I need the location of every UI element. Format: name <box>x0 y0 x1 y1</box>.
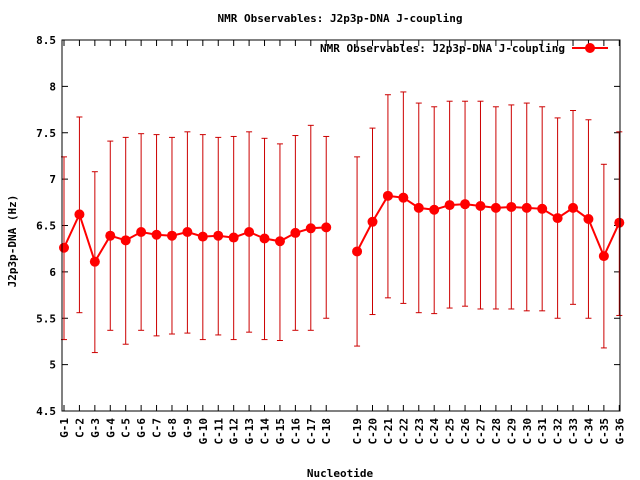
x-tick-label: C-29 <box>505 418 518 445</box>
x-tick-label: G-6 <box>135 418 148 438</box>
y-tick-label: 7.5 <box>36 127 56 140</box>
y-axis-label: J2p3p-DNA (Hz) <box>6 195 19 288</box>
x-tick-label: C-20 <box>367 418 380 445</box>
x-tick-label: C-14 <box>259 418 272 445</box>
data-point <box>521 202 532 213</box>
y-tick-label: 8 <box>49 80 56 93</box>
x-tick-label: G-15 <box>274 418 287 445</box>
y-axis-ticks: 4.5 5 5.5 6 6.5 7 7.5 8 8.5 <box>36 34 620 418</box>
data-point <box>59 242 69 253</box>
data-points <box>59 190 625 267</box>
x-axis-ticks: G-1 C-2 G-3 G-4 C-5 G-6 C-7 G-8 G-9 G-10 C-11 G-12 G… <box>58 40 626 445</box>
data-point <box>583 214 594 225</box>
data-point <box>398 192 409 203</box>
x-tick-label: C-30 <box>521 418 534 445</box>
x-tick-label: G-36 <box>613 418 626 445</box>
data-point <box>228 232 239 243</box>
x-tick-label: G-8 <box>166 418 179 438</box>
data-point <box>74 209 85 220</box>
data-point <box>136 226 147 237</box>
data-point <box>552 213 563 224</box>
data-point <box>352 246 363 257</box>
data-point <box>151 229 162 240</box>
y-tick-label: 5.5 <box>36 312 56 325</box>
data-point <box>244 226 255 237</box>
x-tick-label: C-7 <box>151 418 164 438</box>
x-tick-label: C-21 <box>382 418 395 445</box>
data-point <box>259 233 270 244</box>
x-tick-label: C-34 <box>582 418 595 445</box>
x-tick-label: G-3 <box>89 418 102 438</box>
data-point <box>506 201 517 212</box>
data-point <box>182 226 193 237</box>
data-point <box>413 202 424 213</box>
x-tick-label: G-12 <box>228 418 241 445</box>
x-tick-label: C-26 <box>459 418 472 445</box>
x-tick-label: C-32 <box>552 418 565 445</box>
data-point <box>105 230 116 241</box>
data-point <box>274 236 285 247</box>
x-tick-label: C-16 <box>289 418 302 445</box>
x-tick-label: C-31 <box>536 418 549 445</box>
x-tick-label: C-33 <box>567 418 580 445</box>
legend: NMR Observables: J2p3p-DNA J-coupling <box>320 42 608 55</box>
x-tick-label: C-35 <box>598 418 611 445</box>
x-tick-label: C-22 <box>397 418 410 445</box>
chart-title: NMR Observables: J2p3p-DNA J-coupling <box>217 12 462 25</box>
x-tick-label: C-27 <box>474 418 487 445</box>
data-point <box>166 230 177 241</box>
x-tick-label: C-17 <box>305 418 318 445</box>
x-tick-label: G-13 <box>243 418 256 445</box>
data-point <box>290 227 301 238</box>
x-tick-label: C-28 <box>490 418 503 445</box>
legend-marker <box>585 43 595 53</box>
data-point <box>444 200 455 211</box>
data-point <box>89 256 100 267</box>
x-tick-label: C-25 <box>444 418 457 445</box>
x-tick-label: C-2 <box>73 418 86 438</box>
x-tick-label: G-10 <box>197 418 210 445</box>
x-tick-label: G-4 <box>104 418 117 438</box>
y-tick-label: 7 <box>49 173 56 186</box>
y-tick-label: 4.5 <box>36 405 56 418</box>
data-point <box>367 216 378 227</box>
data-point <box>120 235 131 246</box>
y-tick-label: 5 <box>49 359 56 372</box>
x-tick-label: C-18 <box>320 418 333 445</box>
x-tick-label: C-24 <box>428 418 441 445</box>
data-point <box>429 204 440 215</box>
data-point <box>460 199 471 210</box>
data-point <box>614 217 625 228</box>
data-point <box>321 222 332 233</box>
y-tick-label: 6.5 <box>36 220 56 233</box>
x-axis-label: Nucleotide <box>307 467 374 480</box>
data-point <box>305 223 316 234</box>
data-point <box>490 202 501 213</box>
data-point <box>568 202 579 213</box>
data-point <box>197 231 208 242</box>
data-point <box>537 203 548 214</box>
x-tick-label: C-5 <box>120 418 133 438</box>
x-tick-label: C-11 <box>212 418 225 445</box>
legend-entry-label: NMR Observables: J2p3p-DNA J-coupling <box>320 42 565 55</box>
x-tick-label: G-1 <box>58 418 71 438</box>
y-tick-label: 6 <box>49 266 56 279</box>
plot-frame <box>61 39 621 412</box>
data-point <box>382 190 393 201</box>
x-tick-label: C-19 <box>351 418 364 445</box>
data-point <box>475 201 486 212</box>
x-tick-label: C-23 <box>413 418 426 445</box>
y-tick-label: 8.5 <box>36 34 56 47</box>
data-point <box>213 230 224 241</box>
data-point <box>598 251 609 262</box>
x-tick-label: G-9 <box>181 418 194 438</box>
